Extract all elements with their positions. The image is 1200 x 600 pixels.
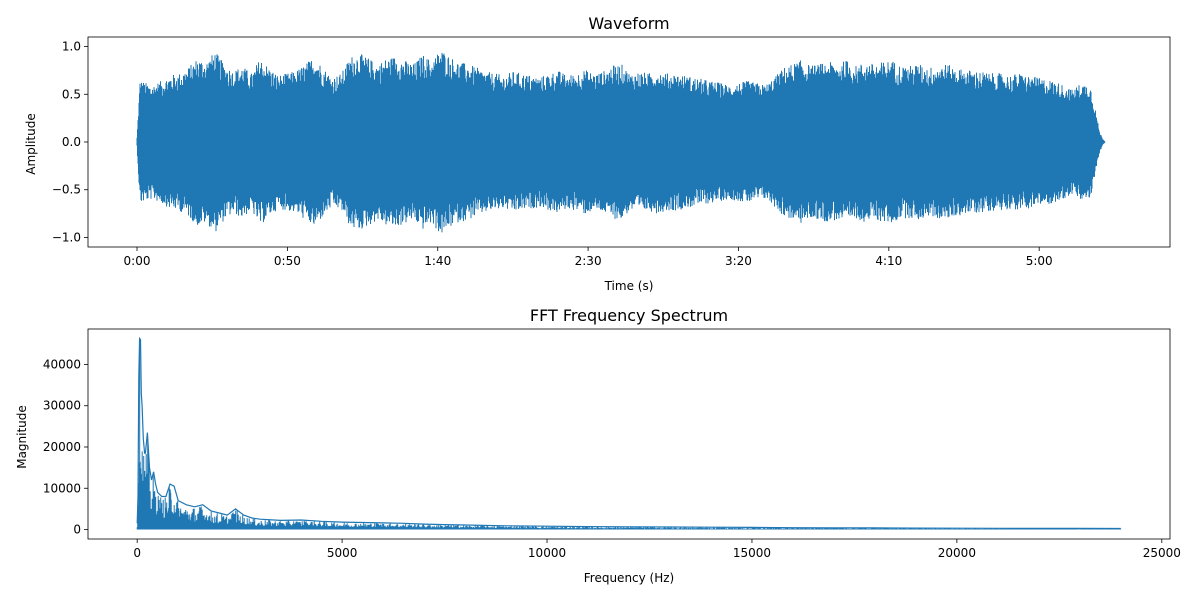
x-tick-label: 5:00 (1026, 254, 1053, 268)
waveform-title: Waveform (588, 14, 669, 33)
x-tick-label: 5000 (327, 546, 358, 560)
fft-subplot: FFT Frequency Spectrum 0 5000 10000 15000 20… (15, 306, 1181, 585)
fft-x-label: Frequency (Hz) (584, 571, 675, 585)
y-tick-label: 0.5 (62, 87, 81, 101)
x-tick-label: 2:30 (575, 254, 602, 268)
waveform-series (136, 52, 1106, 233)
waveform-x-label: Time (s) (604, 279, 654, 293)
y-tick-label: 0 (73, 523, 81, 537)
waveform-subplot: Waveform 0:00 0:50 1:40 2:30 3:20 4:10 5:00 −1… (24, 14, 1171, 293)
fft-title: FFT Frequency Spectrum (530, 306, 728, 325)
y-tick-label: 30000 (43, 399, 81, 413)
fft-axes-frame (87, 328, 1171, 540)
x-tick-label: 0:50 (274, 254, 301, 268)
x-tick-label: 10000 (528, 546, 566, 560)
waveform-y-label: Amplitude (24, 113, 38, 175)
x-tick-label: 0 (133, 546, 141, 560)
waveform-body (137, 76, 1105, 208)
y-tick-label: 1.0 (62, 40, 81, 54)
y-tick-label: 10000 (43, 481, 81, 495)
x-tick-label: 25000 (1143, 546, 1181, 560)
fft-y-ticks: 0 10000 20000 30000 40000 (43, 357, 88, 537)
y-tick-label: −0.5 (52, 183, 81, 197)
y-tick-label: −1.0 (52, 230, 81, 244)
fft-series (136, 336, 1122, 530)
fft-y-label: Magnitude (15, 405, 29, 469)
y-tick-label: 0.0 (62, 135, 81, 149)
x-tick-label: 1:40 (424, 254, 451, 268)
x-tick-label: 20000 (938, 546, 976, 560)
x-tick-label: 4:10 (875, 254, 902, 268)
x-tick-label: 15000 (733, 546, 771, 560)
fft-line (136, 339, 1122, 530)
waveform-x-ticks: 0:00 0:50 1:40 2:30 3:20 4:10 5:00 (124, 247, 1053, 268)
y-tick-label: 40000 (43, 357, 81, 371)
fft-x-ticks: 0 5000 10000 15000 20000 25000 (133, 539, 1181, 560)
fft-peak-outline (136, 336, 1121, 530)
x-tick-label: 0:00 (124, 254, 151, 268)
x-tick-label: 3:20 (725, 254, 752, 268)
waveform-y-ticks: −1.0 −0.5 0.0 0.5 1.0 (52, 40, 88, 244)
y-tick-label: 20000 (43, 440, 81, 454)
